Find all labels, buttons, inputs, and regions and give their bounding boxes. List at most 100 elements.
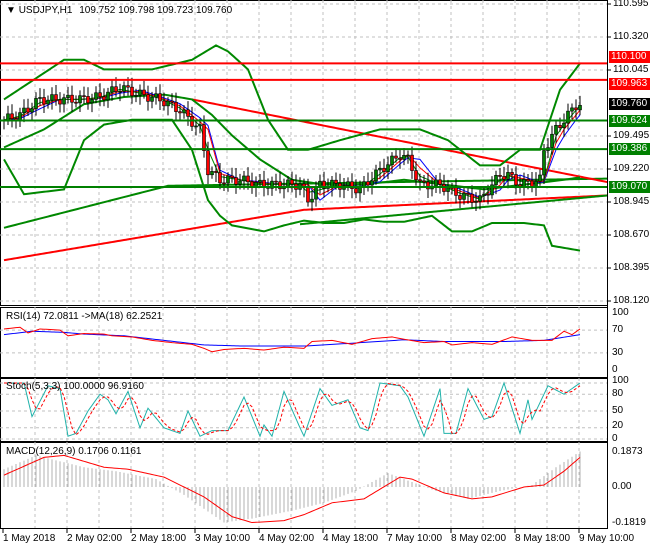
candle-body xyxy=(154,93,158,98)
candle-body xyxy=(478,195,482,202)
candle-body xyxy=(50,94,54,101)
stoch-tick-label: 100 xyxy=(612,375,629,386)
candle-body xyxy=(562,122,566,128)
time-axis-label: 4 May 18:00 xyxy=(323,533,379,544)
candle-body xyxy=(110,86,114,93)
candle-body xyxy=(62,97,66,105)
candle-body xyxy=(290,179,294,185)
candle-body xyxy=(514,174,518,186)
candle-body xyxy=(114,86,118,92)
time-axis-label: 3 May 10:00 xyxy=(195,533,251,544)
macd-tick-label: -0.1819 xyxy=(612,516,646,528)
candle-body xyxy=(418,179,422,182)
candle-body xyxy=(574,107,578,111)
candle-body xyxy=(258,179,262,183)
candle-body xyxy=(146,94,150,102)
rsi-title: RSI(14) 72.0811 ->MA(18) 62.2521 xyxy=(6,311,163,322)
candle-body xyxy=(130,86,134,97)
collapse-triangle-icon[interactable]: ▼ xyxy=(6,5,16,16)
candle-body xyxy=(466,192,470,195)
candle-body xyxy=(98,92,102,98)
level-price-tag: 109.070 xyxy=(609,181,650,193)
candle-body xyxy=(170,100,174,103)
level-price-tag: 109.963 xyxy=(609,77,650,90)
candle-body xyxy=(286,179,290,187)
candle-body xyxy=(54,94,58,101)
candle-body xyxy=(86,96,90,104)
candle-body xyxy=(182,109,186,114)
candle-body xyxy=(138,89,142,96)
candle-body xyxy=(374,169,378,182)
candle-body xyxy=(490,184,494,196)
candle-body xyxy=(422,180,426,183)
candle-body xyxy=(134,94,138,97)
candle-body xyxy=(278,181,282,190)
price-tick-label: 109.495 xyxy=(613,130,650,141)
candle-body xyxy=(194,125,198,128)
candle-body xyxy=(470,193,474,203)
candle-body xyxy=(330,179,334,188)
price-tick-label: 108.395 xyxy=(613,262,650,273)
candle-body xyxy=(26,107,30,113)
stoch-title: Stoch(5,3,3) 100.0000 96.9160 xyxy=(6,381,144,392)
candle-body xyxy=(314,186,318,200)
candle-body xyxy=(354,188,358,194)
candle-body xyxy=(34,98,38,109)
candle-body xyxy=(310,198,314,203)
candle-body xyxy=(106,91,110,101)
candle-body xyxy=(70,94,74,103)
moving-average-red xyxy=(3,194,609,262)
candle-body xyxy=(238,180,242,185)
candle-body xyxy=(530,180,534,187)
candle-body xyxy=(438,179,442,185)
bollinger-lower xyxy=(3,118,581,252)
candle-body xyxy=(118,91,122,93)
candle-body xyxy=(526,179,530,182)
price-tick-label: 108.945 xyxy=(613,196,650,207)
stoch-signal-line xyxy=(4,382,581,436)
candle-body xyxy=(274,180,278,183)
price-tick-label: 110.595 xyxy=(613,0,649,9)
candle-body xyxy=(242,175,246,182)
candle-body xyxy=(206,150,210,176)
price-tick-label: 108.670 xyxy=(613,229,650,240)
candle-body xyxy=(462,192,466,200)
candle-body xyxy=(458,195,462,200)
candle-body xyxy=(198,124,202,127)
candle-body xyxy=(230,175,234,178)
rsi-tick-label: 0 xyxy=(612,364,618,375)
candle-body xyxy=(30,108,34,113)
candle-body xyxy=(578,105,582,111)
ohlc-values: 109.752 109.798 109.723 109.760 xyxy=(79,5,233,16)
candle-body xyxy=(218,172,222,184)
price-tick-label: 109.220 xyxy=(613,163,650,174)
candle-body xyxy=(366,181,370,186)
macd-tick-label: 0.1873 xyxy=(612,446,643,457)
candle-body xyxy=(410,154,414,171)
candle-body xyxy=(162,100,166,107)
candle-body xyxy=(390,155,394,166)
candle-body xyxy=(474,201,478,203)
time-axis-label: 8 May 18:00 xyxy=(515,533,571,544)
candle-body xyxy=(482,193,486,196)
candle-body xyxy=(78,95,82,104)
trendline-red xyxy=(191,98,609,184)
stoch-tick-label: 0 xyxy=(612,433,618,444)
time-axis-label: 2 May 18:00 xyxy=(131,533,187,544)
candle-body xyxy=(6,113,10,121)
stoch-tick-label: 80 xyxy=(612,388,624,399)
candle-body xyxy=(570,107,574,112)
candle-body xyxy=(554,125,558,135)
candle-body xyxy=(510,172,514,175)
candle-body xyxy=(566,110,570,124)
level-price-tag: 110.100 xyxy=(609,51,650,64)
candle-body xyxy=(538,174,542,182)
macd-signal-line xyxy=(3,454,581,524)
price-tick-label: 110.045 xyxy=(613,64,649,75)
candle-body xyxy=(426,181,430,190)
current-price-tag: 109.760 xyxy=(609,98,650,111)
candle-body xyxy=(186,109,190,117)
candle-body xyxy=(38,97,42,99)
